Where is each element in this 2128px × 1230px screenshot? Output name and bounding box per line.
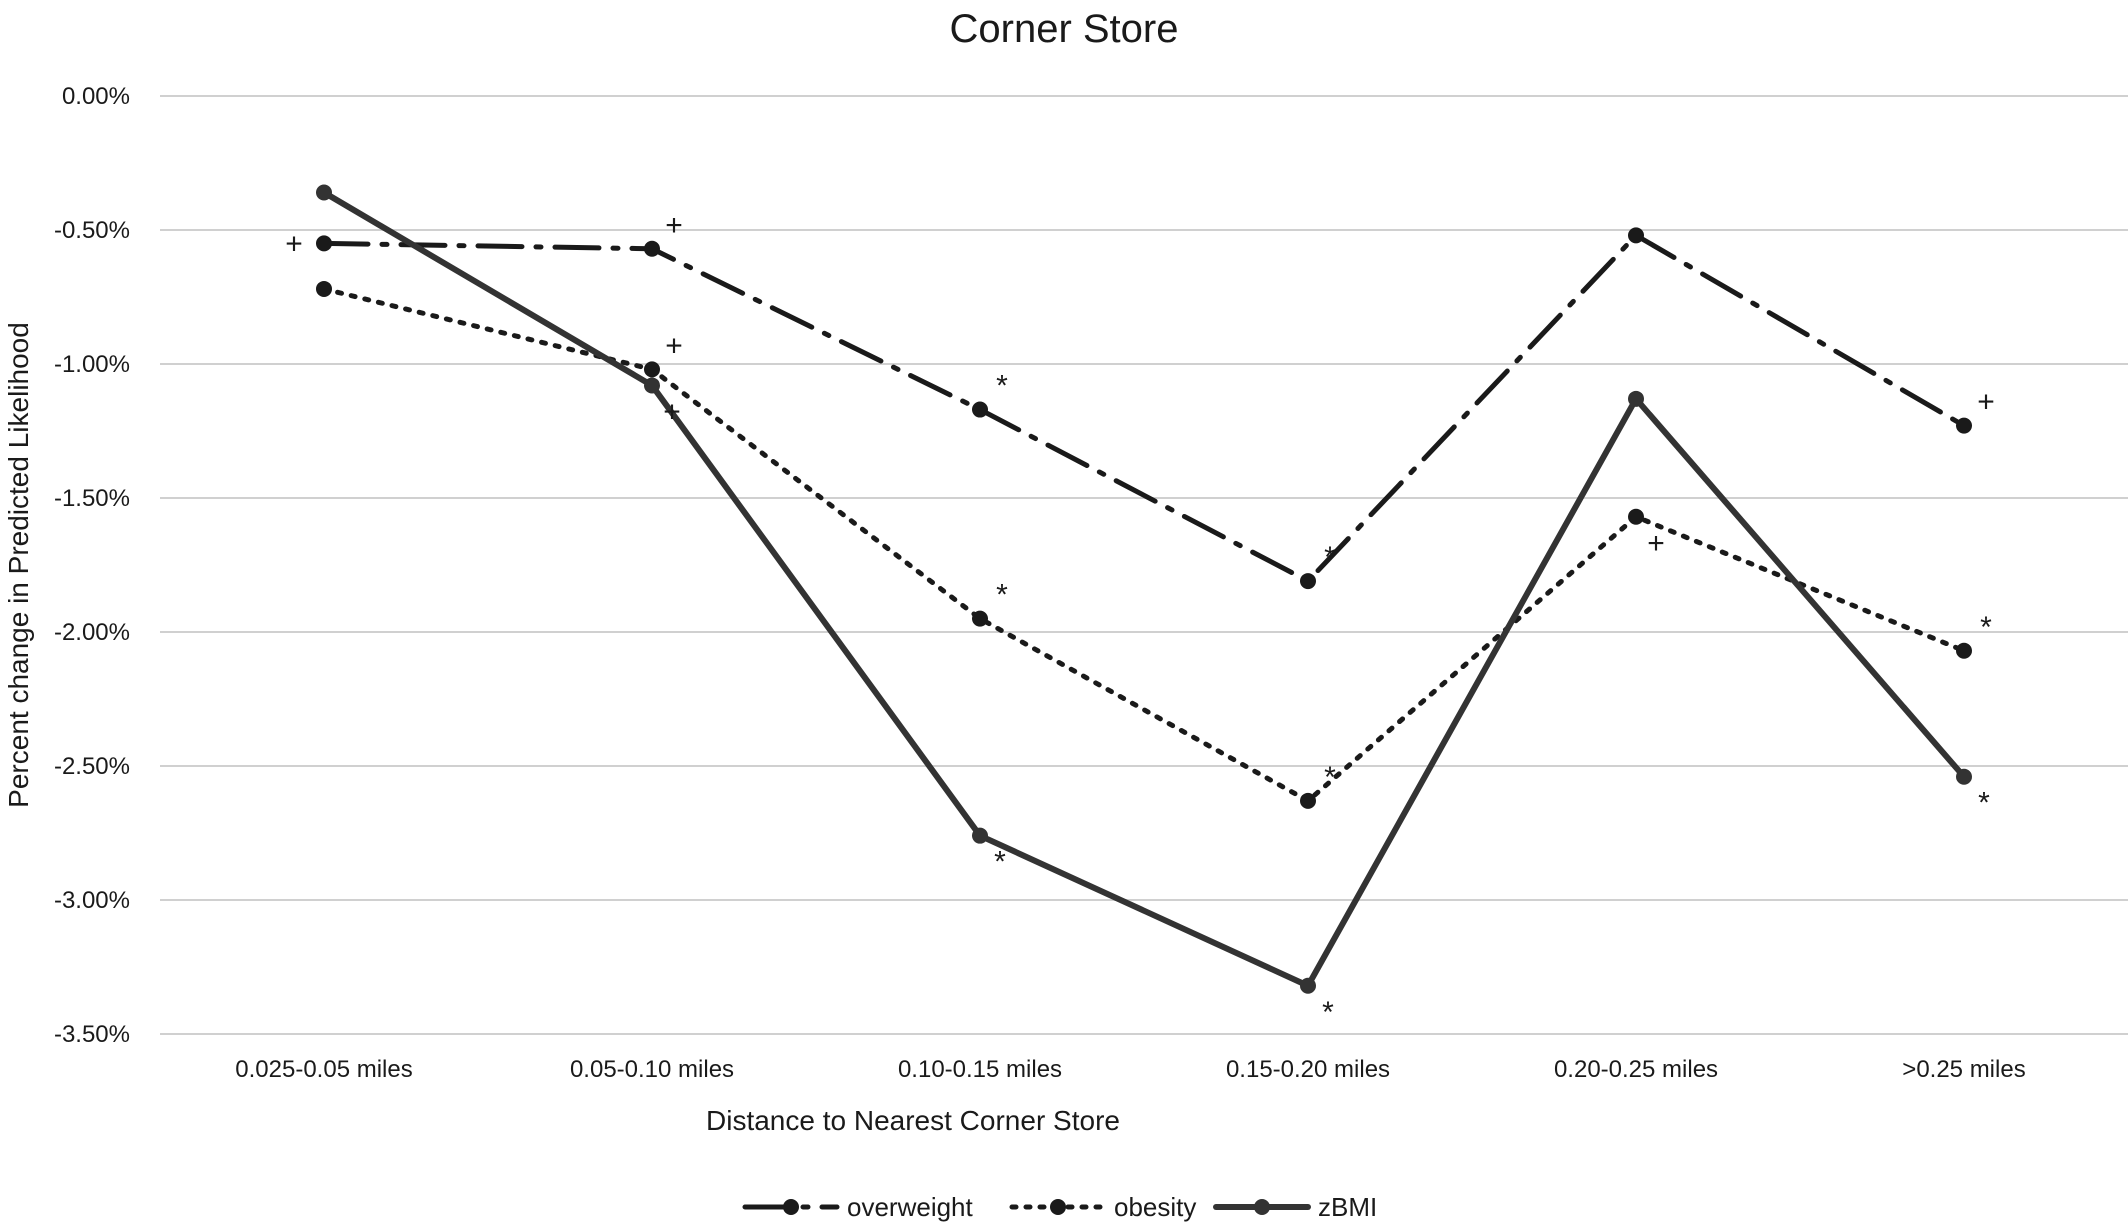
y-tick-label: -2.50% [54, 753, 130, 780]
x-axis-label: Distance to Nearest Corner Store [706, 1105, 1120, 1136]
series-line [321, 286, 1967, 804]
legend-item-obesity: obesity [1009, 1192, 1196, 1222]
significance-marker: + [285, 227, 303, 260]
y-tick-label: -0.50% [54, 217, 130, 244]
data-point [972, 610, 988, 627]
series-overweight: + + * * + [285, 209, 1995, 590]
significance-marker: * [996, 579, 1008, 612]
legend-swatch-marker [1050, 1199, 1066, 1215]
data-point [316, 184, 332, 201]
data-point [316, 280, 332, 297]
data-point [1956, 768, 1972, 785]
significance-marker: * [1322, 996, 1334, 1029]
series-layer: + + * * + + * * + * + * * * [285, 184, 1995, 1029]
y-axis-ticks: 0.00% -0.50% -1.00% -1.50% -2.00% -2.50% -3.00… [54, 83, 130, 1048]
significance-marker: + [1647, 527, 1665, 560]
significance-marker: * [1978, 787, 1990, 820]
data-point [1300, 977, 1316, 994]
series-obesity: + * * + * [316, 280, 1992, 809]
data-point [1300, 573, 1316, 590]
chart-title: Corner Store [950, 7, 1179, 51]
data-point [1628, 227, 1644, 244]
significance-marker: + [665, 209, 683, 242]
legend-label: overweight [847, 1192, 974, 1222]
data-point [1628, 508, 1644, 525]
legend-label: zBMI [1318, 1192, 1377, 1222]
x-tick-label: 0.10-0.15 miles [898, 1056, 1062, 1083]
data-point [644, 240, 660, 257]
data-point [1628, 390, 1644, 407]
y-tick-label: -1.00% [54, 351, 130, 378]
gridlines [160, 95, 2128, 1035]
legend-swatch-marker [783, 1199, 799, 1215]
data-point [1300, 792, 1316, 809]
series-line [321, 232, 1967, 584]
legend-item-zBMI: zBMI [1213, 1192, 1377, 1222]
data-point [1956, 642, 1972, 659]
legend-item-overweight: overweight [742, 1192, 974, 1222]
significance-marker: * [1980, 611, 1992, 644]
data-point [972, 827, 988, 844]
x-tick-label: 0.15-0.20 miles [1226, 1056, 1390, 1083]
x-tick-label: 0.05-0.10 miles [570, 1056, 734, 1083]
data-point [644, 377, 660, 394]
y-tick-label: -1.50% [54, 485, 130, 512]
x-axis-ticks: 0.025-0.05 miles 0.05-0.10 miles 0.10-0.15… [235, 1056, 2025, 1083]
data-point [1956, 417, 1972, 434]
significance-marker: * [1324, 761, 1336, 794]
series-line [321, 189, 1967, 989]
series-zBMI: + * * * [316, 184, 1990, 1029]
significance-marker: * [994, 846, 1006, 879]
y-tick-label: -3.00% [54, 887, 130, 914]
x-tick-label: 0.20-0.25 miles [1554, 1056, 1718, 1083]
data-point [316, 235, 332, 252]
y-axis-label: Percent change in Predicted Likelihood [3, 322, 34, 808]
legend: overweight obesity zBMI [742, 1192, 1377, 1222]
legend-label: obesity [1114, 1192, 1196, 1222]
significance-marker: * [996, 370, 1008, 403]
data-point [644, 361, 660, 378]
x-tick-label: >0.25 miles [1902, 1056, 2025, 1083]
data-point [972, 401, 988, 418]
x-tick-label: 0.025-0.05 miles [235, 1056, 412, 1083]
legend-swatch-marker [1254, 1199, 1270, 1215]
y-tick-label: -2.00% [54, 619, 130, 646]
significance-marker: * [1324, 541, 1336, 574]
y-tick-label: -3.50% [54, 1021, 130, 1048]
significance-marker: + [663, 395, 681, 428]
significance-marker: + [665, 329, 683, 362]
y-tick-label: 0.00% [62, 83, 130, 110]
significance-marker: + [1977, 386, 1995, 419]
